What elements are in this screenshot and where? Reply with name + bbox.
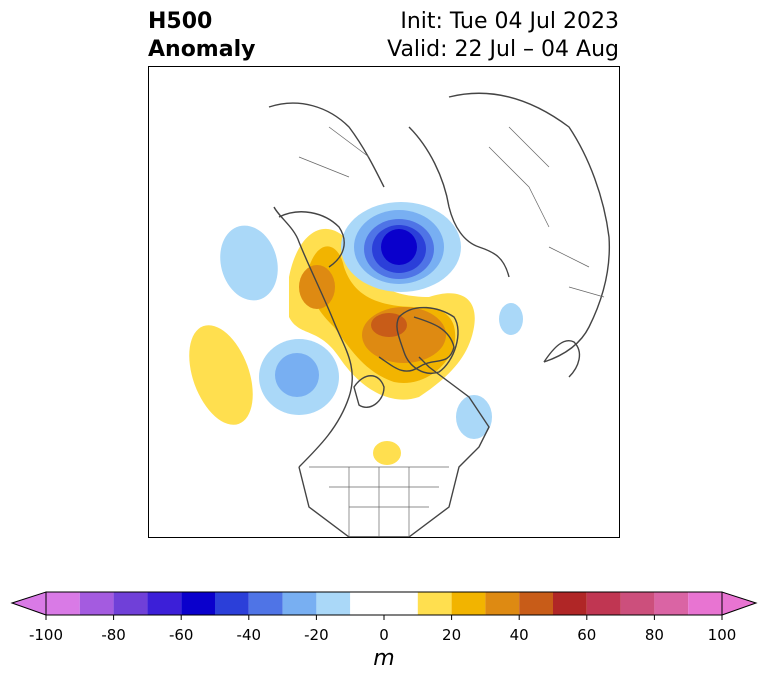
colorbar-tick-label: 80 (644, 626, 664, 644)
colorbar-segment (519, 592, 553, 615)
plot-title-left: H500 Anomaly (148, 8, 255, 64)
coastlines (268, 92, 611, 537)
anomaly-central-pacific-positive (189, 325, 253, 425)
map-panel (148, 66, 620, 538)
colorbar-segment (113, 592, 148, 615)
anomaly-ne-pacific-negative-inner (275, 353, 319, 397)
colorbar-segment (215, 592, 249, 615)
colorbar-segment (46, 592, 80, 615)
political-borders (298, 126, 605, 537)
colorbar-segment (553, 592, 587, 615)
field-name: H500 (148, 9, 213, 34)
colorbar-ticks (45, 615, 723, 620)
colorbar-segment (181, 592, 215, 615)
plot-title-right: Init: Tue 04 Jul 2023 Valid: 22 Jul – 04… (387, 8, 619, 64)
anomaly-shading (189, 202, 523, 465)
colorbar-segment (248, 592, 283, 615)
colorbar-segment (620, 592, 655, 615)
anomaly-yukon-positive-strong (299, 265, 335, 309)
anomaly-arctic-negative-core (381, 229, 417, 265)
colorbar-tick-label: -80 (101, 626, 126, 644)
anomaly-great-lakes-positive (373, 441, 401, 465)
anomaly-greenland-positive-core (371, 313, 407, 337)
anomaly-map (189, 92, 611, 537)
colorbar-segments (46, 592, 722, 615)
colorbar-segment (485, 592, 520, 615)
valid-range: Valid: 22 Jul – 04 Aug (387, 37, 619, 62)
colorbar (10, 591, 758, 620)
colorbar-tick-label: -20 (304, 626, 329, 644)
colorbar-extend-max (721, 591, 758, 616)
colorbar-units: m (373, 646, 395, 671)
colorbar-segment (417, 592, 452, 615)
anomaly-atlantic-negative (456, 395, 492, 439)
colorbar-segment (688, 592, 722, 615)
colorbar-segment (316, 592, 351, 615)
colorbar-segment (282, 592, 317, 615)
anomaly-bering-negative (220, 225, 278, 301)
colorbar-segment (451, 592, 486, 615)
colorbar-tick-label: -60 (168, 626, 194, 644)
init-date: Init: Tue 04 Jul 2023 (400, 9, 619, 34)
colorbar-extend-min (10, 591, 47, 616)
colorbar-tick-label: 20 (442, 626, 462, 644)
colorbar-tick-label: -100 (28, 626, 64, 644)
anomaly-siberia-negative (499, 303, 523, 335)
field-type: Anomaly (148, 37, 256, 62)
colorbar-segment (586, 592, 621, 615)
colorbar-segment (79, 592, 114, 615)
colorbar-segment (350, 592, 418, 615)
colorbar-tick-label: 0 (379, 626, 389, 644)
colorbar-segment (147, 592, 182, 615)
colorbar-tick-label: 100 (707, 626, 737, 644)
colorbar-tick-label: -40 (236, 626, 262, 644)
colorbar-tick-label: 60 (577, 626, 597, 644)
colorbar-segment (654, 592, 689, 615)
colorbar-tick-label: 40 (509, 626, 529, 644)
anomaly-greenland-positive-strong (362, 307, 446, 363)
